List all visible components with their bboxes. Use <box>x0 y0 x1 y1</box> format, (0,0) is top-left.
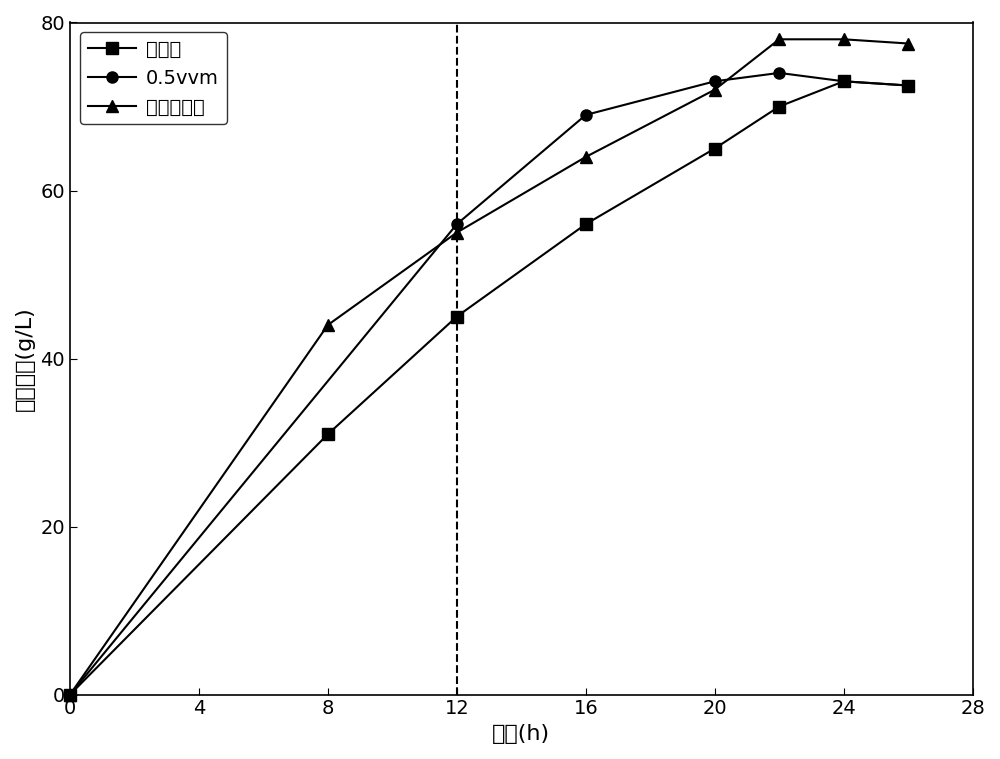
0.5vvm <box>773 68 785 77</box>
不通气 <box>580 219 592 228</box>
不通气 <box>709 144 721 153</box>
不通气 <box>773 102 785 111</box>
0.5vvm <box>580 110 592 119</box>
两阶段通气 <box>580 153 592 162</box>
不通气 <box>64 690 76 699</box>
两阶段通气 <box>322 320 334 329</box>
两阶段通气 <box>64 690 76 699</box>
两阶段通气 <box>838 35 850 44</box>
两阶段通气 <box>773 35 785 44</box>
不通气 <box>322 430 334 439</box>
X-axis label: 时间(h): 时间(h) <box>492 724 550 744</box>
Legend: 不通气, 0.5vvm, 两阶段通气: 不通气, 0.5vvm, 两阶段通气 <box>80 32 227 124</box>
两阶段通气 <box>902 39 914 48</box>
0.5vvm <box>902 81 914 90</box>
Y-axis label: 苯丙酮酸(g/L): 苯丙酮酸(g/L) <box>15 306 35 411</box>
0.5vvm <box>709 77 721 86</box>
不通气 <box>838 77 850 86</box>
不通气 <box>902 81 914 90</box>
0.5vvm <box>838 77 850 86</box>
两阶段通气 <box>451 228 463 237</box>
Line: 两阶段通气: 两阶段通气 <box>64 33 914 700</box>
Line: 不通气: 不通气 <box>64 76 914 700</box>
0.5vvm <box>64 690 76 699</box>
不通气 <box>451 312 463 321</box>
Line: 0.5vvm: 0.5vvm <box>64 68 914 700</box>
两阶段通气 <box>709 85 721 94</box>
0.5vvm <box>451 219 463 228</box>
